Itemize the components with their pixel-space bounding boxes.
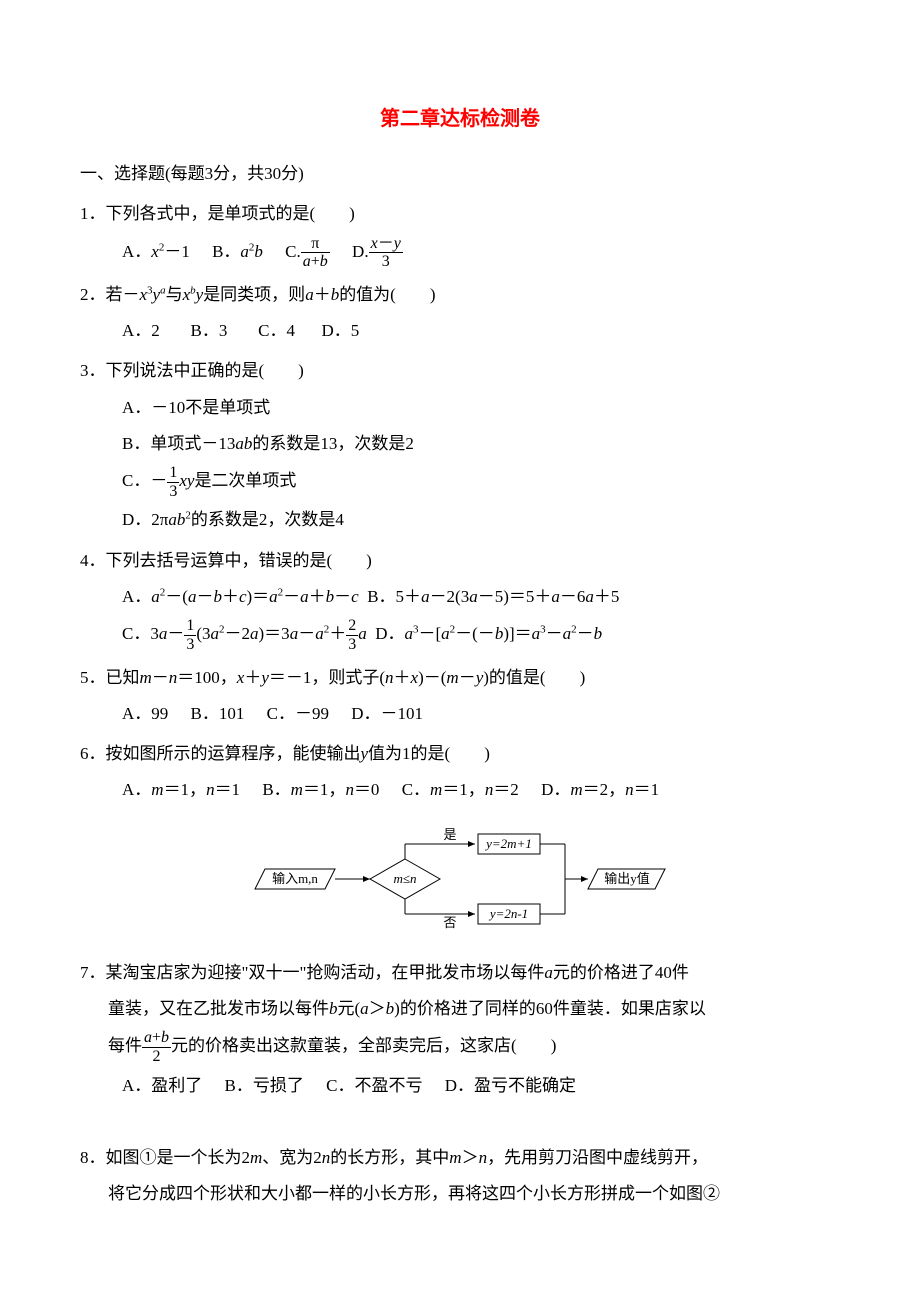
- svg-text:y=2n-1: y=2n-1: [488, 906, 528, 921]
- q6-optA: A．m＝1，n＝1: [122, 780, 240, 799]
- q8-line1: 8．如图①是一个长为2m、宽为2n的长方形，其中m＞n，先用剪刀沿图中虚线剪开，: [80, 1142, 840, 1174]
- question-6: 6．按如图所示的运算程序，能使输出y值为1的是( ) A．m＝1，n＝1 B．m…: [80, 738, 840, 807]
- q1-optC: C.πa+b: [285, 242, 330, 261]
- question-7: 7．某淘宝店家为迎接"双十一"抢购活动，在甲批发市场以每件a元的价格进了40件 …: [80, 957, 840, 1102]
- question-4: 4．下列去括号运算中，错误的是( ) A．a2－(a－b＋c)＝a2－a＋b－c…: [80, 545, 840, 654]
- q6-optC: C．m＝1，n＝2: [402, 780, 519, 799]
- page-title: 第二章达标检测卷: [80, 100, 840, 138]
- q5-text: 5．已知m－n＝100，x＋y＝－1，则式子(n＋x)－(m－y)的值是( ): [80, 662, 840, 694]
- q6-options: A．m＝1，n＝1 B．m＝1，n＝0 C．m＝1，n＝2 D．m＝2，n＝1: [80, 774, 840, 806]
- flowchart-svg: 输入m,n m≤n 是 y=2m+1 否 y=2n-1 输出y值: [250, 819, 670, 939]
- q1-options: A．x2－1 B．a2b C.πa+b D.x－y3: [80, 235, 840, 271]
- q5-optC: C．－99: [267, 704, 329, 723]
- question-1: 1．下列各式中，是单项式的是( ) A．x2－1 B．a2b C.πa+b D.…: [80, 198, 840, 270]
- flowchart: 输入m,n m≤n 是 y=2m+1 否 y=2n-1 输出y值: [80, 819, 840, 939]
- q5-options: A．99 B．101 C．－99 D．－101: [80, 698, 840, 730]
- q5-optA: A．99: [122, 704, 168, 723]
- svg-text:m≤n: m≤n: [393, 871, 416, 886]
- q2-text: 2．若－x3ya与xby是同类项，则a＋b的值为( ): [80, 279, 840, 311]
- q8-line2: 将它分成四个形状和大小都一样的小长方形，再将这四个小长方形拼成一个如图②: [80, 1178, 840, 1210]
- question-8: 8．如图①是一个长为2m、宽为2n的长方形，其中m＞n，先用剪刀沿图中虚线剪开，…: [80, 1142, 840, 1211]
- q7-optD: D．盈亏不能确定: [445, 1076, 576, 1095]
- q7-line2: 童装，又在乙批发市场以每件b元(a＞b)的价格进了同样的60件童装．如果店家以: [80, 993, 840, 1025]
- section-heading: 一、选择题(每题3分，共30分): [80, 158, 840, 190]
- q7-optC: C．不盈不亏: [326, 1076, 422, 1095]
- q7-optA: A．盈利了: [122, 1076, 202, 1095]
- q7-options: A．盈利了 B．亏损了 C．不盈不亏 D．盈亏不能确定: [80, 1070, 840, 1102]
- q4-optCD: C．3a－13(3a2－2a)＝3a－a2＋23a D．a3－[a2－(－b)]…: [80, 617, 840, 653]
- q1-text: 1．下列各式中，是单项式的是( ): [80, 198, 840, 230]
- q3-optA: A．－10不是单项式: [80, 392, 840, 424]
- svg-text:否: 否: [443, 915, 456, 930]
- q6-optD: D．m＝2，n＝1: [541, 780, 659, 799]
- q3-optB: B．单项式－13ab的系数是13，次数是2: [80, 428, 840, 460]
- q3-text: 3．下列说法中正确的是( ): [80, 355, 840, 387]
- q3-optC: C．－13xy是二次单项式: [80, 464, 840, 500]
- q6-text: 6．按如图所示的运算程序，能使输出y值为1的是( ): [80, 738, 840, 770]
- q3-optD: D．2πab2的系数是2，次数是4: [80, 504, 840, 536]
- svg-text:输出y值: 输出y值: [604, 871, 650, 886]
- q5-optD: D．－101: [351, 704, 423, 723]
- q2-optB: B．3: [191, 321, 228, 340]
- q4-text: 4．下列去括号运算中，错误的是( ): [80, 545, 840, 577]
- q2-optC: C．4: [258, 321, 295, 340]
- question-2: 2．若－x3ya与xby是同类项，则a＋b的值为( ) A．2 B．3 C．4 …: [80, 279, 840, 348]
- q1-optA: A．x2－1: [122, 242, 190, 261]
- svg-text:y=2m+1: y=2m+1: [484, 836, 532, 851]
- q2-optD: D．5: [321, 321, 359, 340]
- svg-text:输入m,n: 输入m,n: [272, 871, 318, 886]
- q7-line1: 7．某淘宝店家为迎接"双十一"抢购活动，在甲批发市场以每件a元的价格进了40件: [80, 957, 840, 989]
- q1-optD: D.x－y3: [352, 242, 403, 261]
- question-3: 3．下列说法中正确的是( ) A．－10不是单项式 B．单项式－13ab的系数是…: [80, 355, 840, 536]
- q2-options: A．2 B．3 C．4 D．5: [80, 315, 840, 347]
- question-5: 5．已知m－n＝100，x＋y＝－1，则式子(n＋x)－(m－y)的值是( ) …: [80, 662, 840, 731]
- q5-optB: B．101: [191, 704, 245, 723]
- q6-optB: B．m＝1，n＝0: [262, 780, 379, 799]
- q7-optB: B．亏损了: [225, 1076, 304, 1095]
- q1-optB: B．a2b: [212, 242, 263, 261]
- q7-line3: 每件a+b2元的价格卖出这款童装，全部卖完后，这家店( ): [80, 1029, 840, 1065]
- q4-optAB: A．a2－(a－b＋c)＝a2－a＋b－c B．5＋a－2(3a－5)＝5＋a－…: [80, 581, 840, 613]
- q2-optA: A．2: [122, 321, 160, 340]
- svg-text:是: 是: [443, 827, 456, 842]
